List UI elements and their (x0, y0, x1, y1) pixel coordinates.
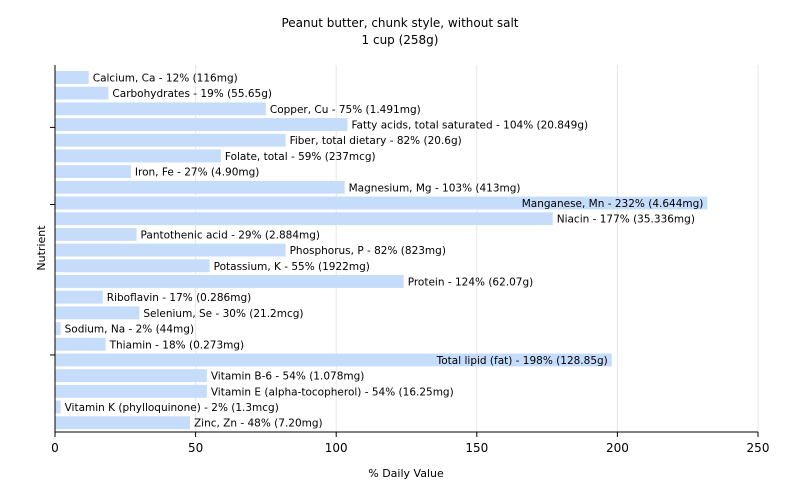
bar (55, 384, 207, 398)
bar (55, 133, 286, 147)
bar-label: Copper, Cu - 75% (1.491mg) (270, 104, 421, 116)
x-axis-title: % Daily Value (368, 467, 444, 480)
bar (55, 322, 61, 336)
bar-label: Niacin - 177% (35.336mg) (557, 214, 695, 226)
bar-label: Potassium, K - 55% (1922mg) (214, 261, 370, 273)
bar-label: Folate, total - 59% (237mcg) (225, 151, 376, 163)
bar (55, 275, 404, 288)
bar-label: Calcium, Ca - 12% (116mg) (93, 72, 238, 84)
bar-label: Iron, Fe - 27% (4.90mg) (135, 167, 259, 179)
bar (55, 290, 103, 304)
bar (55, 259, 210, 273)
bars-group: Calcium, Ca - 12% (116mg) Carbohydrates -… (55, 71, 708, 430)
chart-title: Peanut butter, chunk style, without salt (281, 16, 519, 30)
bar-label: Fatty acids, total saturated - 104% (20.… (351, 120, 588, 132)
bar (55, 196, 708, 210)
bar (55, 400, 61, 414)
bar (55, 71, 89, 84)
x-tick-label: 250 (747, 441, 770, 455)
bar (55, 353, 612, 367)
x-tick-label: 200 (606, 441, 629, 455)
x-tick-label: 0 (51, 441, 59, 455)
bar (55, 227, 137, 241)
bar (55, 118, 348, 131)
bar-label: Carbohydrates - 19% (55.65g) (112, 88, 272, 100)
bar (55, 180, 345, 194)
bar-label: Thiamin - 18% (0.273mg) (109, 339, 245, 351)
bar-label: Vitamin B-6 - 54% (1.078mg) (211, 371, 365, 383)
axes: 0 50 100 150 200 250 (50, 65, 769, 455)
bar (55, 369, 207, 383)
bar-label: Riboflavin - 17% (0.286mg) (107, 292, 251, 304)
bar-label: Phosphorus, P - 82% (823mg) (290, 245, 446, 257)
bar-label: Zinc, Zn - 48% (7.20mg) (194, 418, 323, 430)
bar-label: Manganese, Mn - 232% (4.644mg) (522, 198, 704, 210)
bar-label: Total lipid (fat) - 198% (128.85g) (436, 355, 608, 367)
y-axis-title: Nutrient (35, 225, 48, 271)
bar-label: Fiber, total dietary - 82% (20.6g) (290, 135, 462, 147)
x-tick-label: 150 (465, 441, 488, 455)
bar-label: Protein - 124% (62.07g) (408, 276, 534, 288)
bar (55, 243, 286, 257)
bar (55, 306, 140, 320)
x-tick-label: 50 (188, 441, 203, 455)
chart-subtitle: 1 cup (258g) (361, 33, 439, 47)
bar (55, 102, 266, 116)
x-tick-label: 100 (325, 441, 348, 455)
bar-label: Pantothenic acid - 29% (2.884mg) (141, 229, 320, 241)
bar-label: Selenium, Se - 30% (21.2mcg) (143, 308, 303, 320)
bar (55, 86, 109, 100)
bar-label: Sodium, Na - 2% (44mg) (65, 324, 194, 336)
bar-label: Vitamin K (phylloquinone) - 2% (1.3mcg) (65, 402, 279, 414)
bar (55, 212, 553, 226)
bar (55, 149, 221, 163)
bar-label: Vitamin E (alpha-tocopherol) - 54% (16.2… (211, 386, 454, 398)
bar (55, 416, 190, 430)
bar (55, 337, 106, 351)
bar (55, 165, 131, 179)
bar-label: Magnesium, Mg - 103% (413mg) (349, 182, 521, 194)
